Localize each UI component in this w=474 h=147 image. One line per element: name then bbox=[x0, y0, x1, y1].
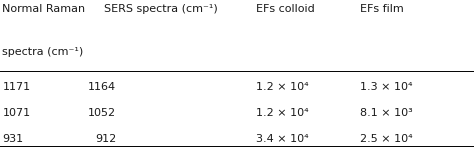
Text: Normal Raman: Normal Raman bbox=[2, 4, 85, 14]
Text: 1.2 × 10⁴: 1.2 × 10⁴ bbox=[256, 82, 309, 92]
Text: 8.1 × 10³: 8.1 × 10³ bbox=[360, 108, 413, 118]
Text: 3.4 × 10⁴: 3.4 × 10⁴ bbox=[256, 134, 309, 144]
Text: EFs film: EFs film bbox=[360, 4, 404, 14]
Text: 1071: 1071 bbox=[2, 108, 30, 118]
Text: 2.5 × 10⁴: 2.5 × 10⁴ bbox=[360, 134, 413, 144]
Text: 912: 912 bbox=[95, 134, 116, 144]
Text: EFs colloid: EFs colloid bbox=[256, 4, 315, 14]
Text: SERS spectra (cm⁻¹): SERS spectra (cm⁻¹) bbox=[104, 4, 218, 14]
Text: 1052: 1052 bbox=[88, 108, 116, 118]
Text: 1164: 1164 bbox=[88, 82, 116, 92]
Text: spectra (cm⁻¹): spectra (cm⁻¹) bbox=[2, 47, 83, 57]
Text: 1.3 × 10⁴: 1.3 × 10⁴ bbox=[360, 82, 413, 92]
Text: 931: 931 bbox=[2, 134, 24, 144]
Text: 1171: 1171 bbox=[2, 82, 30, 92]
Text: 1.2 × 10⁴: 1.2 × 10⁴ bbox=[256, 108, 309, 118]
